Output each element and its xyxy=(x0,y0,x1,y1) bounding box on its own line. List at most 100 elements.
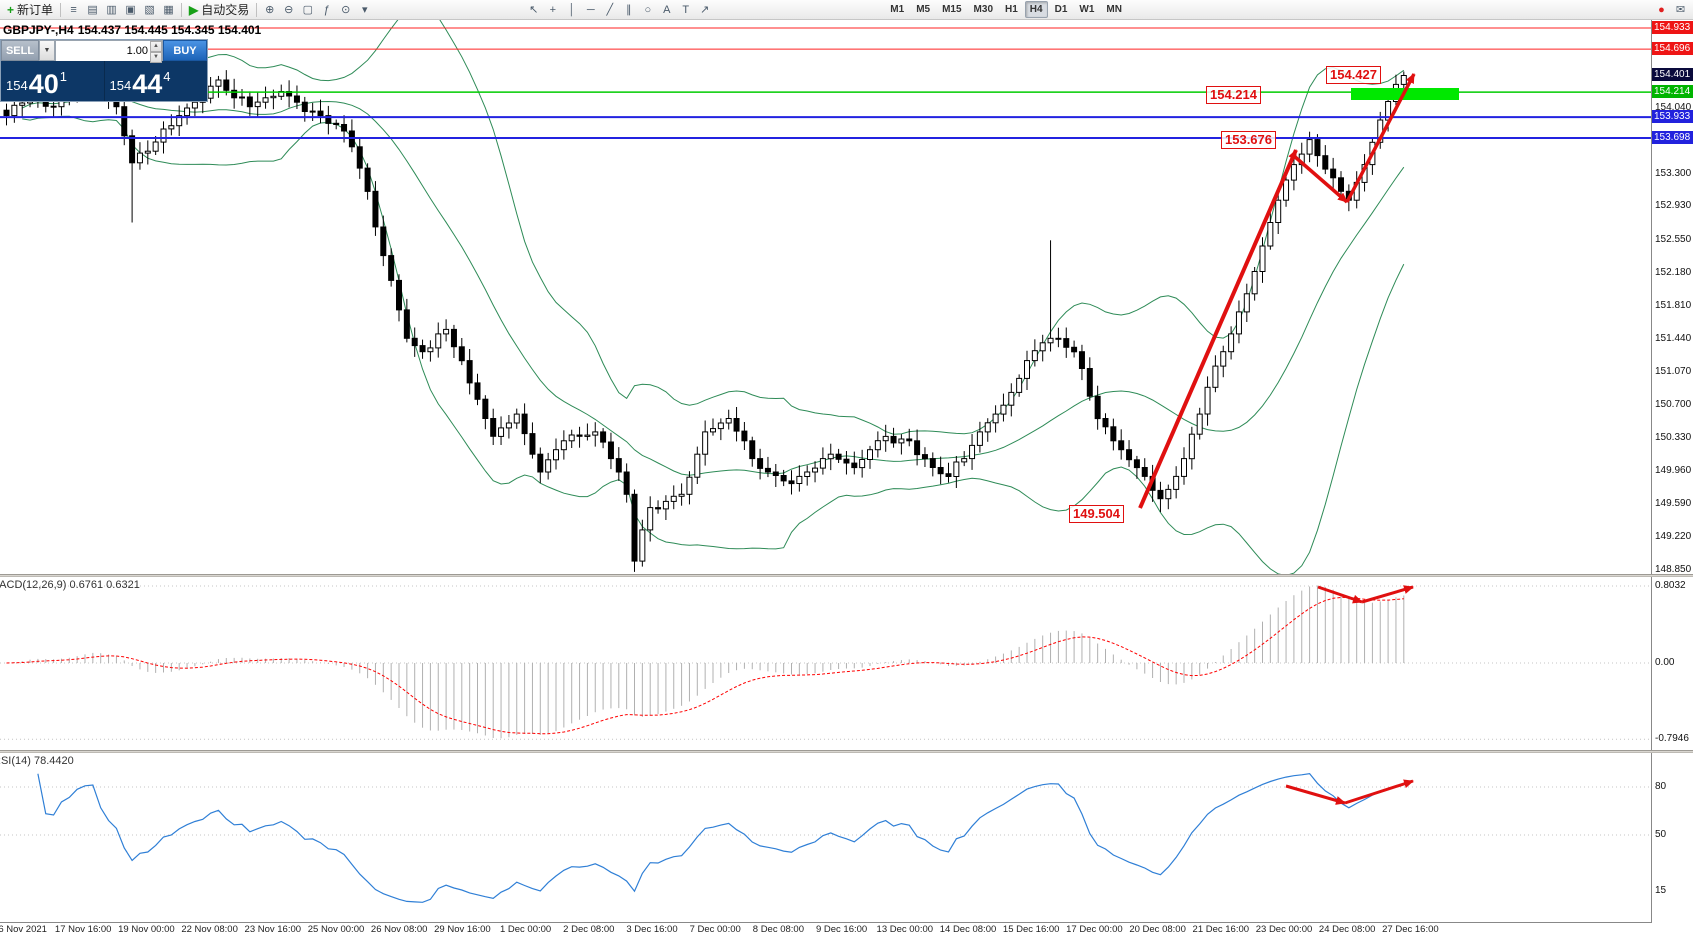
macd-trend-arrow[interactable] xyxy=(1361,585,1414,604)
macd-indicator-label: MACD(12,26,9) 0.6761 0.6321 xyxy=(0,579,140,591)
time-axis-label: 8 Dec 08:00 xyxy=(752,924,805,935)
indicators-icon[interactable]: ƒ xyxy=(323,3,330,16)
sell-price-display[interactable]: 154 40 1 xyxy=(1,61,105,101)
new-chart-icon[interactable]: ▦ xyxy=(163,4,174,16)
volume-spinner: ▲ ▼ xyxy=(150,41,162,63)
panel-splitter[interactable] xyxy=(0,750,1693,753)
toolbar-separator xyxy=(60,2,62,17)
rsi-axis-label: 15 xyxy=(1655,885,1667,896)
volume-dropdown-button[interactable]: ▼ xyxy=(39,40,55,61)
sell-price-pip: 1 xyxy=(59,69,67,84)
chart-title: GBPJPY-,H4 154.437 154.445 154.345 154.40… xyxy=(3,23,265,37)
volume-down-button[interactable]: ▼ xyxy=(150,52,162,63)
new-order-label: 新订单 xyxy=(17,3,54,17)
buy-price-display[interactable]: 154 44 4 xyxy=(105,61,208,101)
buy-button[interactable]: BUY xyxy=(163,40,207,61)
timeframe-button-h4[interactable]: H4 xyxy=(1024,1,1048,18)
templates-icon[interactable]: ▾ xyxy=(362,4,368,16)
symbol-period-label: GBPJPY-,H4 xyxy=(3,23,74,37)
terminal-icon[interactable]: ▣ xyxy=(125,4,136,16)
cursor-icon[interactable]: ↖ xyxy=(529,4,539,16)
price-tag: 154.214 xyxy=(1652,85,1693,99)
macd-signal-line xyxy=(6,596,1404,735)
toolbar-separator xyxy=(181,2,183,17)
price-tag: 154.696 xyxy=(1652,42,1693,56)
macd-panel[interactable] xyxy=(0,577,1652,750)
horizontal-line-icon[interactable]: ─ xyxy=(586,3,595,16)
price-axis-border xyxy=(1651,20,1652,923)
time-axis-label: 3 Dec 16:00 xyxy=(626,924,678,935)
trendline-icon[interactable]: ╱ xyxy=(606,4,614,16)
macd-histogram xyxy=(13,585,1405,739)
tile-windows-icon[interactable]: ▢ xyxy=(302,4,313,16)
timeframe-button-h1[interactable]: H1 xyxy=(1005,4,1018,15)
navigator-icon[interactable]: ▥ xyxy=(106,4,117,16)
price-chart[interactable] xyxy=(0,20,1652,574)
label-icon[interactable]: T xyxy=(682,3,690,16)
time-axis-label: 1 Dec 00:00 xyxy=(499,924,552,935)
price-axis-tick: 151.070 xyxy=(1655,366,1692,378)
new-order-button[interactable]: + 新订单 xyxy=(3,1,57,19)
timeframe-button-d1[interactable]: D1 xyxy=(1054,4,1068,15)
one-click-trading-panel: SELL ▼ ▲ ▼ BUY 154 40 1 154 44 4 xyxy=(1,40,207,101)
shapes-icon[interactable]: ○ xyxy=(644,3,652,16)
chat-icon[interactable]: ✉ xyxy=(1675,4,1686,16)
time-axis-label: 7 Dec 00:00 xyxy=(689,924,741,935)
sell-button[interactable]: SELL xyxy=(1,40,39,61)
time-axis: 16 Nov 2021 17 Nov 16:00 19 Nov 00:00 22 No… xyxy=(0,922,1652,935)
vertical-line-icon[interactable]: │ xyxy=(568,3,576,16)
rsi-line xyxy=(37,772,1404,903)
time-axis-label: 25 Nov 00:00 xyxy=(307,924,365,935)
toolbar-gap xyxy=(374,9,524,10)
zoom-out-icon[interactable]: ⊖ xyxy=(284,4,294,16)
timeframe-button-m5[interactable]: M5 xyxy=(916,4,931,15)
macd-axis-label: 0.00 xyxy=(1655,657,1675,668)
text-icon[interactable]: A xyxy=(663,3,671,16)
channel-icon[interactable]: ∥ xyxy=(626,4,632,16)
market-watch-icon[interactable]: ≡ xyxy=(70,3,77,16)
timeframe-button-w1[interactable]: W1 xyxy=(1079,4,1095,15)
record-icon[interactable]: ● xyxy=(1658,3,1665,16)
time-axis-label: 17 Dec 00:00 xyxy=(1066,924,1123,935)
auto-trading-button[interactable]: ▶ 自动交易 xyxy=(185,1,253,19)
timeframe-button-mn[interactable]: MN xyxy=(1106,4,1122,15)
price-axis-tick: 152.930 xyxy=(1655,200,1692,212)
time-axis-label: 27 Dec 16:00 xyxy=(1382,924,1439,935)
timeframe-button-m30[interactable]: M30 xyxy=(973,4,993,15)
price-axis-tick: 150.700 xyxy=(1655,399,1692,411)
strategy-tester-icon[interactable]: ▧ xyxy=(144,4,155,16)
buy-price-prefix: 154 xyxy=(109,78,132,93)
timeframe-button-m1[interactable]: M1 xyxy=(890,4,905,15)
rsi-trend-arrow[interactable] xyxy=(1285,784,1346,805)
zoom-in-icon[interactable]: ⊕ xyxy=(265,4,275,16)
periods-icon[interactable]: ⊙ xyxy=(341,4,351,16)
price-axis-tick: 153.300 xyxy=(1655,167,1692,179)
price-tag: 154.933 xyxy=(1652,21,1693,34)
data-window-icon[interactable]: ▤ xyxy=(87,4,98,16)
rsi-panel[interactable] xyxy=(0,753,1652,923)
auto-trading-icon: ▶ xyxy=(189,2,199,17)
horizontal-lines[interactable] xyxy=(0,27,1652,139)
arrows-icon[interactable]: ↗ xyxy=(700,4,710,16)
panel-splitter[interactable] xyxy=(0,574,1693,577)
crosshair-icon[interactable]: + xyxy=(549,3,556,16)
price-tag: 153.933 xyxy=(1652,110,1693,124)
trade-panel-controls: SELL ▼ ▲ ▼ BUY xyxy=(1,40,207,63)
timeframe-button-m15[interactable]: M15 xyxy=(942,4,962,15)
price-axis-tick: 150.330 xyxy=(1655,432,1692,444)
buy-price-main: 44 xyxy=(132,69,163,99)
toolbar-gap xyxy=(714,9,884,10)
sell-price-prefix: 154 xyxy=(6,78,28,93)
volume-input[interactable] xyxy=(56,41,162,61)
time-axis-label: 24 Dec 08:00 xyxy=(1318,924,1376,935)
ohlc-values: 154.437 154.445 154.345 154.401 xyxy=(77,23,262,37)
rsi-trend-arrow[interactable] xyxy=(1344,779,1414,805)
price-axis-tick: 149.960 xyxy=(1655,465,1692,477)
price-tag: 154.401 xyxy=(1652,68,1693,82)
time-axis-label: 9 Dec 16:00 xyxy=(815,924,868,935)
volume-up-button[interactable]: ▲ xyxy=(150,41,162,52)
time-axis-label: 14 Dec 08:00 xyxy=(939,924,997,935)
time-axis-label: 13 Dec 00:00 xyxy=(876,924,934,935)
trend-arrows[interactable] xyxy=(1138,73,1416,509)
macd-trend-arrow[interactable] xyxy=(1317,585,1363,604)
